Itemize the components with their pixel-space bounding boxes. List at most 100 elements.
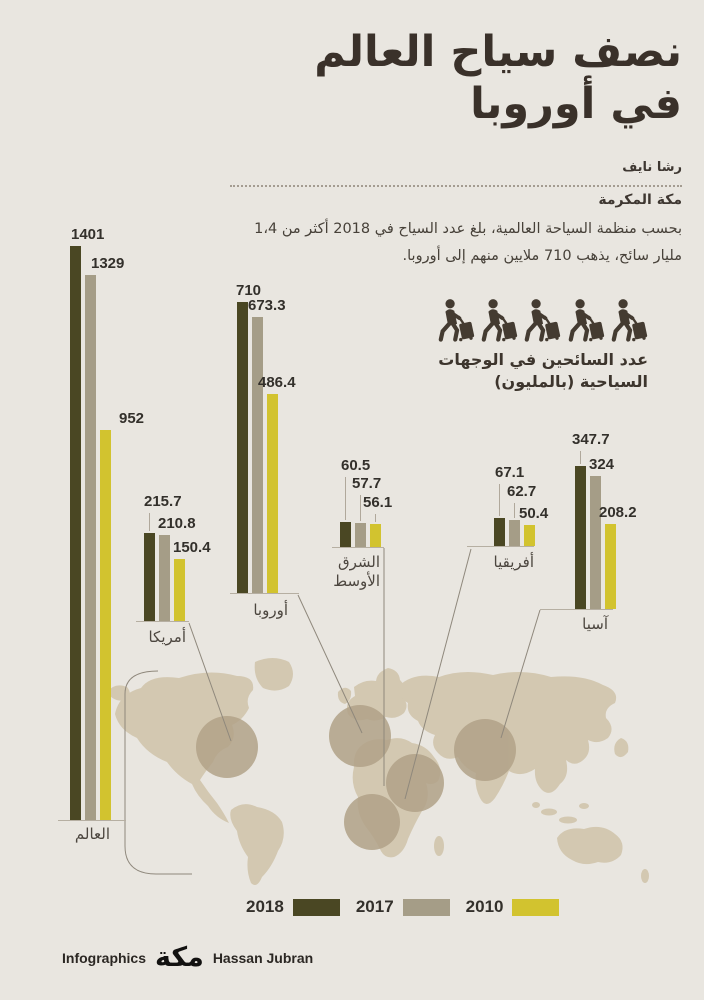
value-label-europe-2017: 673.3 <box>248 297 286 314</box>
map-highlight-middle-east <box>386 754 444 812</box>
page-title-line2: في أوروبا <box>470 79 682 130</box>
legend-swatch-2018 <box>292 898 340 916</box>
region-label-africa: أفريقيا <box>493 553 534 571</box>
legend-label: 2018 <box>246 897 284 916</box>
legend-swatch-2017 <box>402 898 450 916</box>
legend-label: 2010 <box>465 897 504 916</box>
region-label-world: العالم <box>74 825 110 843</box>
value-leader-asia-2018 <box>580 451 581 464</box>
dotted-divider <box>230 185 682 187</box>
value-label-middle-east-2018: 60.5 <box>341 457 371 474</box>
legend-item-2018: 2018 <box>246 897 340 917</box>
region-label-middle-east: الشرق الأوسط <box>333 553 380 590</box>
baseline-asia <box>540 609 613 610</box>
leader-line-africa <box>404 548 472 800</box>
world-bracket <box>124 670 192 875</box>
map-highlight-africa <box>344 794 400 850</box>
region-label-america: أمريكا <box>148 628 186 646</box>
bar-asia-2017 <box>590 476 601 609</box>
value-label-america-2010: 150.4 <box>173 539 211 556</box>
value-label-europe-2018: 710 <box>236 282 262 299</box>
chart-note-line2: السياحية (بالمليون) <box>494 372 648 392</box>
bar-africa-2017 <box>509 520 520 546</box>
value-label-middle-east-2017: 57.7 <box>352 475 382 492</box>
value-leader-middle-east-2010 <box>375 514 376 522</box>
map-island <box>559 816 577 824</box>
map-highlight-america <box>196 716 258 778</box>
footer-author-name: Hassan Jubran <box>212 949 314 966</box>
value-label-asia-2010: 208.2 <box>599 504 637 521</box>
baseline-world <box>58 820 126 821</box>
value-label-world-2010: 952 <box>119 410 145 427</box>
leader-line-asia <box>500 609 541 739</box>
bar-asia-2018 <box>575 466 586 609</box>
bar-world-2018 <box>70 246 81 820</box>
legend-swatch-2010 <box>512 898 560 916</box>
footer-infographics-label: Infographics <box>62 949 147 966</box>
value-label-middle-east-2010: 56.1 <box>363 494 393 511</box>
leader-line-america <box>188 622 232 742</box>
baseline-europe <box>230 593 299 594</box>
bar-africa-2018 <box>494 518 505 546</box>
value-leader-middle-east-2018 <box>345 477 346 520</box>
value-label-world-2018: 1401 <box>71 226 105 243</box>
baseline-middle-east <box>332 547 384 548</box>
value-leader-africa-2018 <box>499 484 500 516</box>
map-island <box>541 808 557 816</box>
map-new-zealand <box>641 869 649 883</box>
map-greenland <box>254 658 293 691</box>
value-label-america-2017: 210.8 <box>158 515 196 532</box>
map-island <box>532 802 540 808</box>
map-madagascar <box>434 836 444 856</box>
bar-middle-east-2010 <box>370 524 381 547</box>
bar-middle-east-2017 <box>355 523 366 547</box>
leader-line-europe <box>297 594 363 734</box>
value-label-africa-2017: 62.7 <box>507 483 537 500</box>
map-australia <box>557 826 623 865</box>
map-alaska <box>107 685 130 701</box>
value-label-africa-2010: 50.4 <box>519 505 549 522</box>
map-japan <box>614 738 629 758</box>
dateline: مكة المكرمة <box>598 192 682 208</box>
value-leader-middle-east-2017 <box>360 495 361 521</box>
value-label-asia-2018: 347.7 <box>572 431 610 448</box>
chart-note: عدد السائحين في الوجهات السياحية (بالملي… <box>328 349 648 394</box>
legend-item-2010: 2010 <box>466 897 560 917</box>
page-title: نصف سياح العالم في أوروبا <box>242 26 682 131</box>
value-label-world-2017: 1329 <box>91 255 125 272</box>
map-region-highlights <box>196 705 516 850</box>
bar-europe-2018 <box>237 302 248 593</box>
footer: Infographics مكة Hassan Jubran <box>62 944 313 971</box>
baseline-africa <box>467 546 534 547</box>
map-highlight-europe <box>329 705 391 767</box>
chart-legend: 2018 2017 2010 <box>246 897 560 917</box>
region-label-europe: أوروبا <box>253 601 288 619</box>
value-leader-africa-2017 <box>514 503 515 518</box>
bar-europe-2010 <box>267 394 278 593</box>
page-title-line1: نصف سياح العالم <box>314 27 682 77</box>
bar-africa-2010 <box>524 525 535 546</box>
value-leader-america-2018 <box>149 513 150 531</box>
map-north-america <box>115 672 254 823</box>
byline: رشا نايف <box>622 160 682 175</box>
legend-item-2017: 2017 <box>356 897 450 917</box>
makkah-newspaper-logo: مكة <box>155 942 205 973</box>
map-highlight-asia <box>454 719 516 781</box>
world-map <box>107 658 649 885</box>
bar-europe-2017 <box>252 317 263 593</box>
value-label-africa-2018: 67.1 <box>495 464 525 481</box>
value-label-asia-2017: 324 <box>589 456 615 473</box>
bar-asia-2010 <box>605 524 616 609</box>
region-label-asia: آسيا <box>582 615 608 633</box>
bar-world-2017 <box>85 275 96 820</box>
bar-middle-east-2018 <box>340 522 351 547</box>
legend-label: 2017 <box>355 897 394 916</box>
bar-america-2017 <box>159 535 170 621</box>
value-label-america-2018: 215.7 <box>144 493 182 510</box>
bar-world-2010 <box>100 430 111 820</box>
bar-america-2018 <box>144 533 155 621</box>
value-label-europe-2010: 486.4 <box>258 374 296 391</box>
map-south-america <box>230 804 284 885</box>
